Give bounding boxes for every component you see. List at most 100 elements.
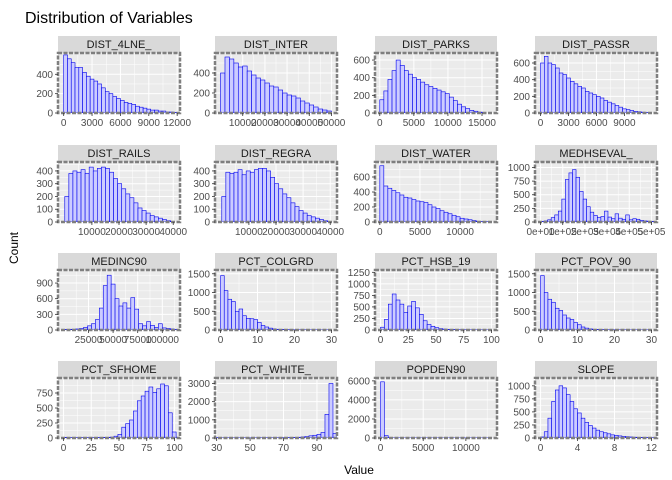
x-tick-label: 4e+05 xyxy=(615,227,644,238)
histogram-bar xyxy=(558,385,564,438)
histogram-bar xyxy=(146,321,151,330)
histogram-bar xyxy=(424,84,430,113)
strip-background xyxy=(215,36,337,53)
histogram-bar xyxy=(566,317,571,330)
histogram-bar xyxy=(126,307,132,330)
strip-background xyxy=(535,145,657,162)
panel-border xyxy=(533,376,659,440)
strip-label: POPDEN90 xyxy=(407,364,466,376)
panel-border xyxy=(213,376,339,440)
strip-label: DIST_PASSR xyxy=(562,39,630,51)
histogram-bar xyxy=(419,314,424,330)
x-tick-label: 9000 xyxy=(138,118,161,129)
x-tick-label: 12 xyxy=(646,443,658,454)
histogram-bar xyxy=(64,196,70,222)
histogram-bar xyxy=(403,196,409,222)
strip-label: MEDHSEVAL_ xyxy=(559,148,633,160)
histogram-bar xyxy=(97,168,102,222)
histogram-bar xyxy=(584,422,589,438)
histogram-bar xyxy=(131,103,136,113)
histogram-bar xyxy=(251,74,257,113)
strip-label: PCT_POV_90 xyxy=(561,256,631,268)
y-tick-label: 0 xyxy=(364,218,370,229)
histogram-bar xyxy=(555,67,560,113)
histogram-bar xyxy=(384,319,389,330)
histogram-bar xyxy=(95,319,100,330)
histogram-bar xyxy=(586,206,591,222)
histogram-bar xyxy=(391,190,397,222)
y-axis-title: Count xyxy=(7,231,21,264)
histogram-bar xyxy=(258,168,263,222)
y-tick-label: 0 xyxy=(364,434,370,445)
strip-label: DIST_PARKS xyxy=(402,39,470,51)
histogram-bar xyxy=(123,102,129,113)
histogram-bar xyxy=(269,85,275,113)
x-tick-label: 6000 xyxy=(585,118,608,129)
histogram-bar xyxy=(547,62,553,113)
y-tick-label: 500 xyxy=(193,307,210,318)
y-tick-label: 6000 xyxy=(348,376,371,387)
strip-background xyxy=(215,361,337,378)
histogram-bar xyxy=(92,170,98,222)
x-tick-label: 0 xyxy=(538,335,544,346)
histogram-bar xyxy=(286,94,292,113)
strip-background xyxy=(58,36,180,53)
panel-border xyxy=(373,51,499,115)
histogram-bar xyxy=(440,91,446,113)
y-tick-label: 0 xyxy=(524,218,530,229)
facet-panel: PCT_POV_90 0 10 20 30 0 500 1000 1500 xyxy=(508,253,659,346)
histogram-bar xyxy=(63,54,68,113)
facet-panel: PCT_SFHOME 0 25 50 75 100 0 250 500 750 xyxy=(36,361,183,454)
strip-background xyxy=(535,361,657,378)
y-tick-label: 400 xyxy=(513,75,530,86)
x-tick-label: 15000 xyxy=(468,118,496,129)
histogram-bar xyxy=(420,81,426,113)
histogram-bar xyxy=(399,194,405,222)
facet-panel: DIST_REGRA 10000 20000 30000 40000 0 100 200 300… xyxy=(193,145,345,238)
histogram-bar xyxy=(125,423,130,438)
histogram-bar xyxy=(223,290,229,330)
facet-panel: POPDEN90 0 5000 10000 0 2000 4000 6000 xyxy=(348,361,499,454)
histogram-bar xyxy=(435,208,441,222)
histogram-bar xyxy=(562,314,567,330)
histogram-bar xyxy=(589,211,595,222)
histogram-bar xyxy=(547,417,552,438)
histogram-bar xyxy=(540,62,545,113)
histogram-bar xyxy=(328,383,334,438)
panel-border xyxy=(533,268,659,332)
histogram-bar xyxy=(148,386,154,438)
y-tick-label: 500 xyxy=(513,307,530,318)
histogram-bar xyxy=(89,78,95,113)
histogram-bar xyxy=(540,275,545,330)
y-tick-label: 0 xyxy=(47,326,53,337)
histogram-bar xyxy=(80,169,86,222)
x-tick-label: 25000 xyxy=(75,335,103,346)
histogram-bar xyxy=(249,171,255,222)
histogram-bar xyxy=(152,392,158,438)
histogram-bar xyxy=(607,101,612,113)
histogram-bar xyxy=(133,202,139,222)
histogram-bar xyxy=(117,183,123,222)
histogram-bar xyxy=(332,433,337,438)
y-tick-label: 750 xyxy=(353,291,370,302)
x-tick-label: 5000 xyxy=(412,443,435,454)
y-tick-label: 600 xyxy=(353,56,370,67)
y-tick-label: 900 xyxy=(36,279,53,290)
y-tick-label: 400 xyxy=(36,166,53,177)
y-tick-label: 200 xyxy=(36,89,53,100)
x-tick-label: 20000 xyxy=(251,118,279,129)
histogram-bar xyxy=(67,58,72,113)
histogram-bar xyxy=(114,298,120,330)
y-tick-label: 0 xyxy=(364,109,370,120)
y-tick-label: 0 xyxy=(47,218,53,229)
y-tick-label: 0 xyxy=(204,434,210,445)
histogram-bar xyxy=(582,198,587,222)
histogram-bar xyxy=(88,166,94,222)
histogram-bar xyxy=(262,168,267,222)
y-tick-label: 1500 xyxy=(188,269,211,280)
x-tick-label: 0 xyxy=(377,118,383,129)
x-tick-label: 50 xyxy=(430,335,442,346)
